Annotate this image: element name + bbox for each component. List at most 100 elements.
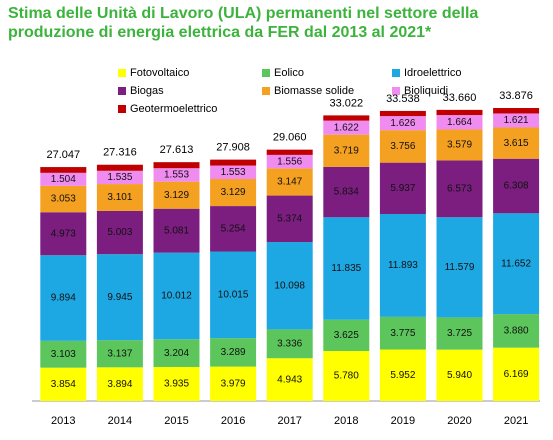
- bar-segment: [40, 212, 87, 256]
- bar-segment: [266, 154, 313, 169]
- value-label: 1.504: [51, 174, 76, 185]
- value-label: 3.053: [51, 194, 76, 205]
- x-tick-label: 2014: [108, 415, 132, 427]
- bar-segment: [436, 349, 483, 401]
- value-label: 3.579: [447, 140, 472, 151]
- value-label: 5.780: [334, 371, 359, 382]
- bar-segment: [436, 160, 483, 218]
- bar-segment: [436, 217, 483, 318]
- bar-segment: [40, 172, 87, 186]
- total-label: 33.876: [499, 90, 533, 102]
- bar-segment: [323, 120, 370, 135]
- bar-segment: [436, 109, 483, 116]
- value-label: 1.626: [390, 118, 415, 129]
- bar-segment: [493, 213, 540, 315]
- value-label: 3.756: [390, 141, 415, 152]
- value-label: 3.129: [164, 190, 189, 201]
- bar-segment: [436, 317, 483, 350]
- bar-segment: [266, 149, 313, 155]
- bar-segment: [96, 367, 143, 401]
- bar-segment: [210, 206, 257, 252]
- bar-segment: [153, 181, 200, 209]
- x-tick-label: 2013: [51, 415, 75, 427]
- bar-segment: [40, 255, 87, 341]
- value-label: 5.940: [447, 370, 472, 381]
- value-label: 1.556: [277, 156, 302, 167]
- bar-segment: [266, 358, 313, 401]
- bar-segment: [153, 252, 200, 340]
- bar-segment: [323, 134, 370, 167]
- value-label: 10.012: [161, 291, 192, 302]
- bar-segment: [323, 217, 370, 320]
- bar-segment: [40, 367, 87, 401]
- bar-segment: [493, 314, 540, 348]
- value-label: 5.952: [390, 370, 415, 381]
- x-tick-label: 2018: [334, 415, 358, 427]
- value-label: 3.101: [107, 192, 132, 203]
- x-tick-label: 2016: [221, 415, 245, 427]
- chart-title: Stima delle Unità di Lavoro (ULA) perman…: [8, 5, 479, 41]
- bar-segment: [379, 316, 426, 350]
- x-tick-label: 2015: [164, 415, 188, 427]
- value-label: 5.003: [107, 227, 132, 238]
- legend-swatch: [262, 87, 270, 95]
- bar-segment: [323, 319, 370, 352]
- bar-segment: [436, 115, 483, 130]
- value-label: 5.937: [390, 183, 415, 194]
- total-label: 33.660: [443, 92, 477, 104]
- bar-segment: [379, 214, 426, 317]
- bar-segment: [153, 208, 200, 253]
- bar-segment: [210, 366, 257, 401]
- value-label: 6.308: [504, 181, 529, 192]
- total-label: 33.538: [386, 93, 420, 105]
- value-label: 11.579: [445, 262, 475, 273]
- bar-segment: [153, 339, 200, 367]
- bar-segment: [493, 127, 540, 159]
- x-tick-label: 2021: [504, 415, 528, 427]
- value-label: 3.894: [107, 379, 132, 390]
- value-label: 3.625: [334, 330, 359, 341]
- value-label: 3.147: [277, 177, 302, 188]
- value-label: 3.289: [221, 347, 246, 358]
- value-label: 3.103: [51, 349, 76, 360]
- bar-segment: [379, 130, 426, 163]
- total-label: 27.613: [160, 144, 194, 156]
- value-label: 6.573: [447, 183, 472, 194]
- bar-segment: [96, 340, 143, 368]
- value-label: 9.945: [107, 292, 132, 303]
- bar-segment: [96, 170, 143, 185]
- bar-segment: [96, 184, 143, 211]
- bar-segment: [379, 110, 426, 117]
- bar-segment: [323, 351, 370, 401]
- bar-segment: [493, 158, 540, 214]
- legend-swatch: [392, 87, 400, 95]
- value-label: 1.553: [221, 167, 246, 178]
- value-label: 11.835: [331, 263, 361, 274]
- legend-label: Eolico: [274, 67, 304, 79]
- bar-segment: [266, 168, 313, 196]
- bar-segment: [210, 179, 257, 207]
- value-label: 1.553: [164, 170, 189, 181]
- legend-swatch: [118, 87, 126, 95]
- bar-segment: [40, 167, 87, 173]
- bar-segment: [210, 165, 257, 180]
- value-label: 5.254: [221, 223, 246, 234]
- value-label: 3.204: [164, 348, 189, 359]
- value-label: 3.854: [51, 379, 76, 390]
- legend-label: Biomasse solide: [274, 85, 354, 97]
- value-label: 1.535: [107, 172, 132, 183]
- value-label: 11.893: [388, 260, 418, 271]
- bar-segment: [493, 347, 540, 401]
- value-label: 5.374: [277, 213, 302, 224]
- x-tick-label: 2020: [447, 415, 471, 427]
- value-label: 9.894: [51, 293, 76, 304]
- value-label: 3.979: [221, 378, 246, 389]
- value-label: 3.880: [504, 326, 529, 337]
- bar-segment: [379, 162, 426, 215]
- value-label: 3.775: [390, 328, 415, 339]
- legend-label: Bioliquidi: [404, 85, 448, 97]
- value-label: 4.973: [51, 228, 76, 239]
- bar-segment: [379, 349, 426, 401]
- value-label: 3.137: [107, 348, 132, 359]
